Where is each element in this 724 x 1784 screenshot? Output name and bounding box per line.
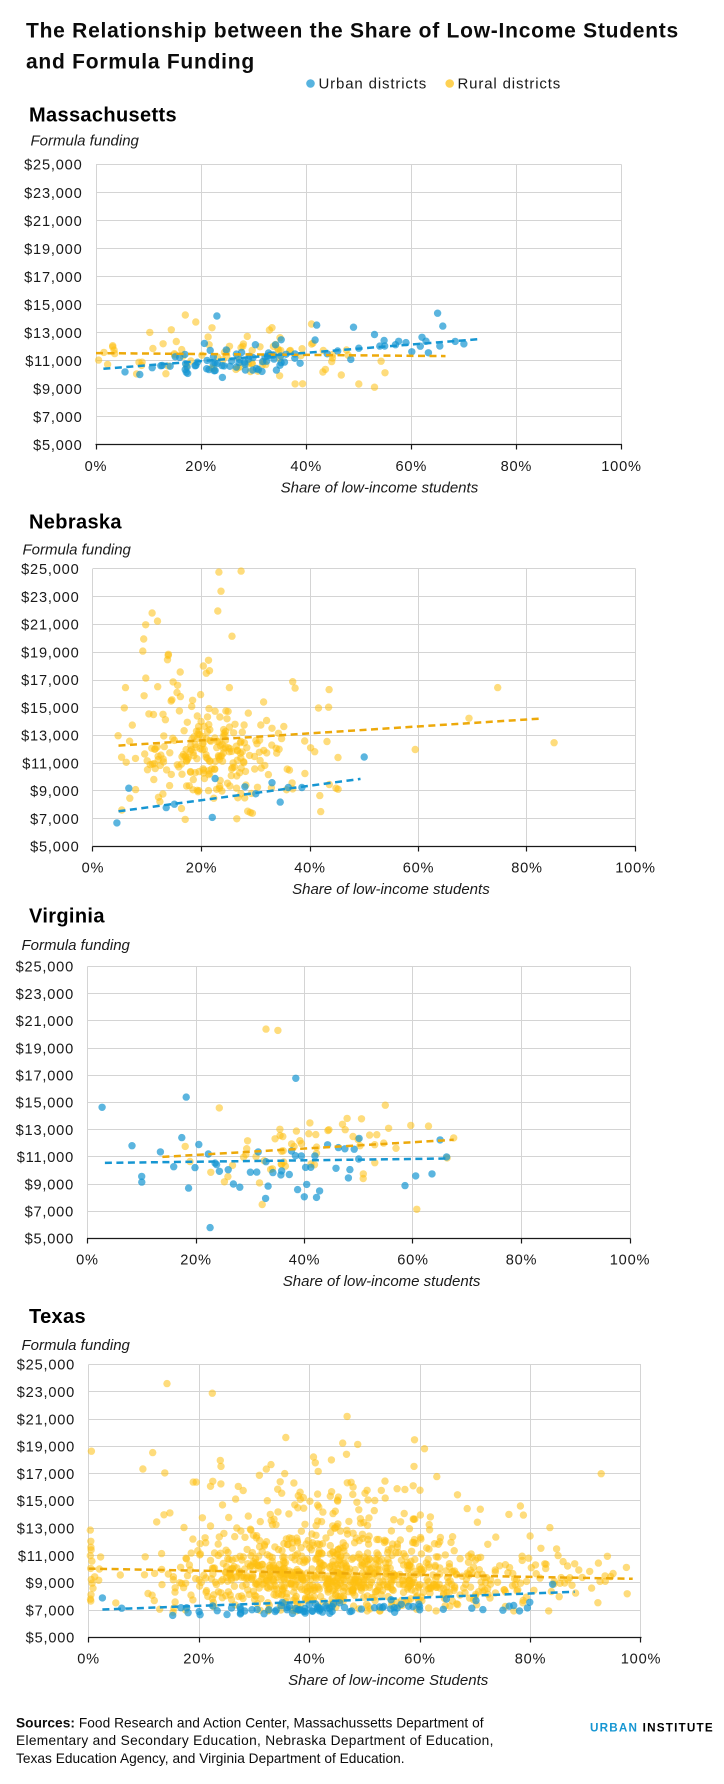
svg-text:$5,000: $5,000	[30, 840, 79, 856]
svg-text:$7,000: $7,000	[30, 812, 79, 828]
svg-text:$15,000: $15,000	[17, 1494, 75, 1510]
svg-text:100%: 100%	[610, 1253, 651, 1269]
svg-text:$23,000: $23,000	[21, 590, 79, 606]
svg-text:The Relationship between the S: The Relationship between the Share of Lo…	[26, 19, 679, 42]
svg-text:$13,000: $13,000	[24, 326, 82, 342]
svg-text:0%: 0%	[82, 861, 105, 877]
svg-text:60%: 60%	[397, 1253, 429, 1269]
svg-text:$19,000: $19,000	[17, 1440, 75, 1456]
svg-text:80%: 80%	[515, 1652, 547, 1668]
svg-text:0%: 0%	[76, 1253, 99, 1269]
svg-text:80%: 80%	[506, 1253, 538, 1269]
svg-text:$17,000: $17,000	[16, 1069, 74, 1085]
svg-text:$21,000: $21,000	[17, 1412, 75, 1428]
svg-text:Nebraska: Nebraska	[29, 512, 122, 534]
svg-text:100%: 100%	[621, 1652, 662, 1668]
svg-text:$25,000: $25,000	[21, 562, 79, 578]
svg-text:$19,000: $19,000	[16, 1041, 74, 1057]
svg-text:80%: 80%	[501, 459, 533, 475]
svg-text:Elementary and Secondary Educa: Elementary and Secondary Education, Nebr…	[16, 1733, 494, 1748]
svg-text:Formula funding: Formula funding	[31, 132, 140, 149]
svg-text:$23,000: $23,000	[17, 1385, 75, 1401]
svg-text:$21,000: $21,000	[21, 618, 79, 634]
svg-text:80%: 80%	[511, 861, 543, 877]
svg-text:$19,000: $19,000	[21, 646, 79, 662]
svg-text:and Formula Funding: and Formula Funding	[26, 51, 255, 74]
svg-text:$15,000: $15,000	[21, 701, 79, 717]
svg-text:$9,000: $9,000	[30, 784, 79, 800]
svg-text:$25,000: $25,000	[24, 158, 82, 174]
svg-text:Urban districts: Urban districts	[319, 76, 428, 93]
svg-text:$7,000: $7,000	[25, 1205, 74, 1221]
svg-text:40%: 40%	[294, 1652, 326, 1668]
svg-text:100%: 100%	[601, 459, 642, 475]
svg-text:$21,000: $21,000	[24, 214, 82, 230]
svg-text:$19,000: $19,000	[24, 242, 82, 258]
svg-text:Texas: Texas	[29, 1306, 86, 1328]
svg-text:$5,000: $5,000	[33, 438, 82, 454]
svg-text:$11,000: $11,000	[25, 354, 82, 370]
svg-text:$13,000: $13,000	[17, 1522, 75, 1538]
svg-text:$11,000: $11,000	[18, 1549, 75, 1565]
svg-text:Rural districts: Rural districts	[458, 76, 562, 93]
svg-text:$17,000: $17,000	[17, 1467, 75, 1483]
svg-text:40%: 40%	[290, 459, 322, 475]
svg-text:Texas Education Agency, and Vi: Texas Education Agency, and Virginia Dep…	[16, 1751, 405, 1766]
svg-text:$13,000: $13,000	[21, 729, 79, 745]
svg-text:20%: 20%	[180, 1253, 212, 1269]
svg-text:40%: 40%	[294, 861, 326, 877]
svg-text:100%: 100%	[615, 861, 656, 877]
svg-text:Formula funding: Formula funding	[23, 542, 132, 559]
svg-text:Share of low-income Students: Share of low-income Students	[288, 1672, 489, 1689]
svg-text:0%: 0%	[77, 1652, 100, 1668]
svg-text:$9,000: $9,000	[25, 1177, 74, 1193]
svg-text:$9,000: $9,000	[26, 1576, 75, 1592]
svg-text:60%: 60%	[395, 459, 427, 475]
svg-text:$7,000: $7,000	[33, 410, 82, 426]
svg-text:$21,000: $21,000	[16, 1014, 74, 1030]
svg-text:Sources: Food Research and Act: Sources: Food Research and Action Center…	[16, 1716, 484, 1731]
svg-text:Share of low-income students: Share of low-income students	[281, 480, 479, 497]
svg-text:$25,000: $25,000	[17, 1358, 75, 1374]
svg-text:Virginia: Virginia	[29, 906, 105, 928]
svg-text:Massachusetts: Massachusetts	[29, 105, 177, 127]
svg-text:60%: 60%	[404, 1652, 436, 1668]
svg-text:$23,000: $23,000	[24, 186, 82, 202]
svg-text:URBAN INSTITUTE: URBAN INSTITUTE	[590, 1721, 714, 1734]
svg-text:$11,000: $11,000	[22, 757, 79, 773]
svg-text:$7,000: $7,000	[26, 1603, 75, 1619]
svg-text:$9,000: $9,000	[33, 382, 82, 398]
svg-text:Share of low-income students: Share of low-income students	[292, 881, 490, 898]
svg-text:$23,000: $23,000	[16, 987, 74, 1003]
svg-text:20%: 20%	[186, 861, 218, 877]
svg-text:Formula funding: Formula funding	[22, 937, 131, 954]
svg-text:$5,000: $5,000	[26, 1631, 75, 1647]
svg-text:$15,000: $15,000	[24, 298, 82, 314]
svg-text:20%: 20%	[183, 1652, 215, 1668]
svg-text:$15,000: $15,000	[16, 1096, 74, 1112]
svg-text:Share of low-income students: Share of low-income students	[283, 1273, 481, 1290]
svg-text:$17,000: $17,000	[24, 270, 82, 286]
svg-text:20%: 20%	[185, 459, 217, 475]
svg-text:$17,000: $17,000	[21, 673, 79, 689]
svg-text:$13,000: $13,000	[16, 1123, 74, 1139]
svg-text:$5,000: $5,000	[25, 1232, 74, 1248]
svg-text:0%: 0%	[85, 459, 108, 475]
svg-text:Formula funding: Formula funding	[22, 1337, 131, 1354]
svg-text:60%: 60%	[403, 861, 435, 877]
svg-text:$25,000: $25,000	[16, 960, 74, 976]
svg-text:$11,000: $11,000	[17, 1150, 74, 1166]
svg-text:40%: 40%	[289, 1253, 321, 1269]
